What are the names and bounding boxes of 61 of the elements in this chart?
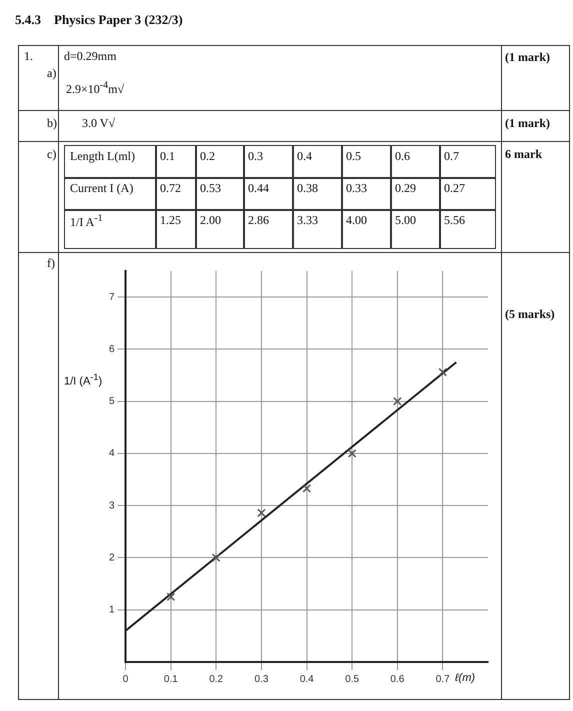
text: 1.25 [160, 213, 181, 228]
text: 2.86 [248, 213, 269, 228]
x-tick-label: 0.5 [345, 674, 360, 685]
text: 6 mark [505, 147, 542, 162]
x-tick-label: 0.2 [209, 674, 224, 685]
text: (5 marks) [505, 307, 555, 322]
text: 0.6 [395, 149, 410, 164]
chart-title: 5.4.3 Physics Paper 3 (232/3) [15, 12, 183, 28]
text: b) [47, 116, 57, 131]
text: 0.1 [160, 149, 175, 164]
text: 2.00 [200, 213, 221, 228]
text: 5.56 [444, 213, 465, 228]
text: (1 mark) [505, 116, 550, 131]
y-tick-label: 2 [109, 552, 115, 564]
text: 0.7 [444, 149, 459, 164]
y-tick-label: 7 [109, 292, 115, 303]
text: 0.53 [200, 181, 221, 196]
text: 0.27 [444, 181, 465, 196]
text: a) [47, 66, 56, 81]
x-tick-label: 0.7 [436, 674, 450, 685]
y-tick-label: 4 [109, 448, 115, 460]
text: 5.00 [395, 213, 416, 228]
text: 0.4 [297, 149, 312, 164]
text: 1/I A$^{-1}$ [70, 213, 103, 230]
text: Current I (A) [70, 181, 134, 196]
text: 0.2 [200, 149, 215, 164]
x-tick-label: 0.3 [254, 674, 269, 685]
y-axis-title: 1/I (A$^{-1}$) [64, 372, 102, 388]
text: 3.33 [297, 213, 318, 228]
text: c) [47, 147, 56, 162]
point [438, 368, 447, 376]
x-axis-title: ℓ(m) [455, 672, 476, 684]
x-tick-label: 0.1 [164, 674, 178, 685]
text: Length L(ml) [70, 149, 135, 164]
text: 0.44 [248, 181, 269, 196]
point [166, 592, 176, 602]
text: d=0.29mm [64, 49, 116, 64]
x-tick-label: 0.6 [390, 674, 405, 685]
y-tick-label: 3 [109, 500, 115, 512]
text: 2.9×10$^{-4}$m√ [66, 80, 124, 97]
point [257, 508, 266, 518]
text: 0.29 [395, 181, 416, 196]
x-tick-label: 0 [122, 674, 129, 685]
x-tick-label: 0.4 [300, 674, 314, 685]
text: 0.33 [346, 181, 367, 196]
y-tick-label: 5 [109, 396, 115, 408]
text: 0.38 [297, 181, 318, 196]
point [348, 449, 356, 458]
text: 0.3 [248, 149, 263, 164]
text: 1. [24, 49, 33, 64]
text: 3.0 V√ [82, 116, 116, 131]
point [393, 397, 402, 406]
text: 4.00 [346, 213, 367, 228]
text: 0.72 [160, 181, 181, 196]
y-tick-label: 1 [109, 604, 115, 616]
y-tick-label: 6 [109, 344, 115, 355]
text: (1 mark) [505, 50, 550, 65]
point [302, 484, 312, 493]
text: f) [47, 256, 55, 271]
text: 0.5 [346, 149, 361, 164]
point [212, 553, 220, 562]
